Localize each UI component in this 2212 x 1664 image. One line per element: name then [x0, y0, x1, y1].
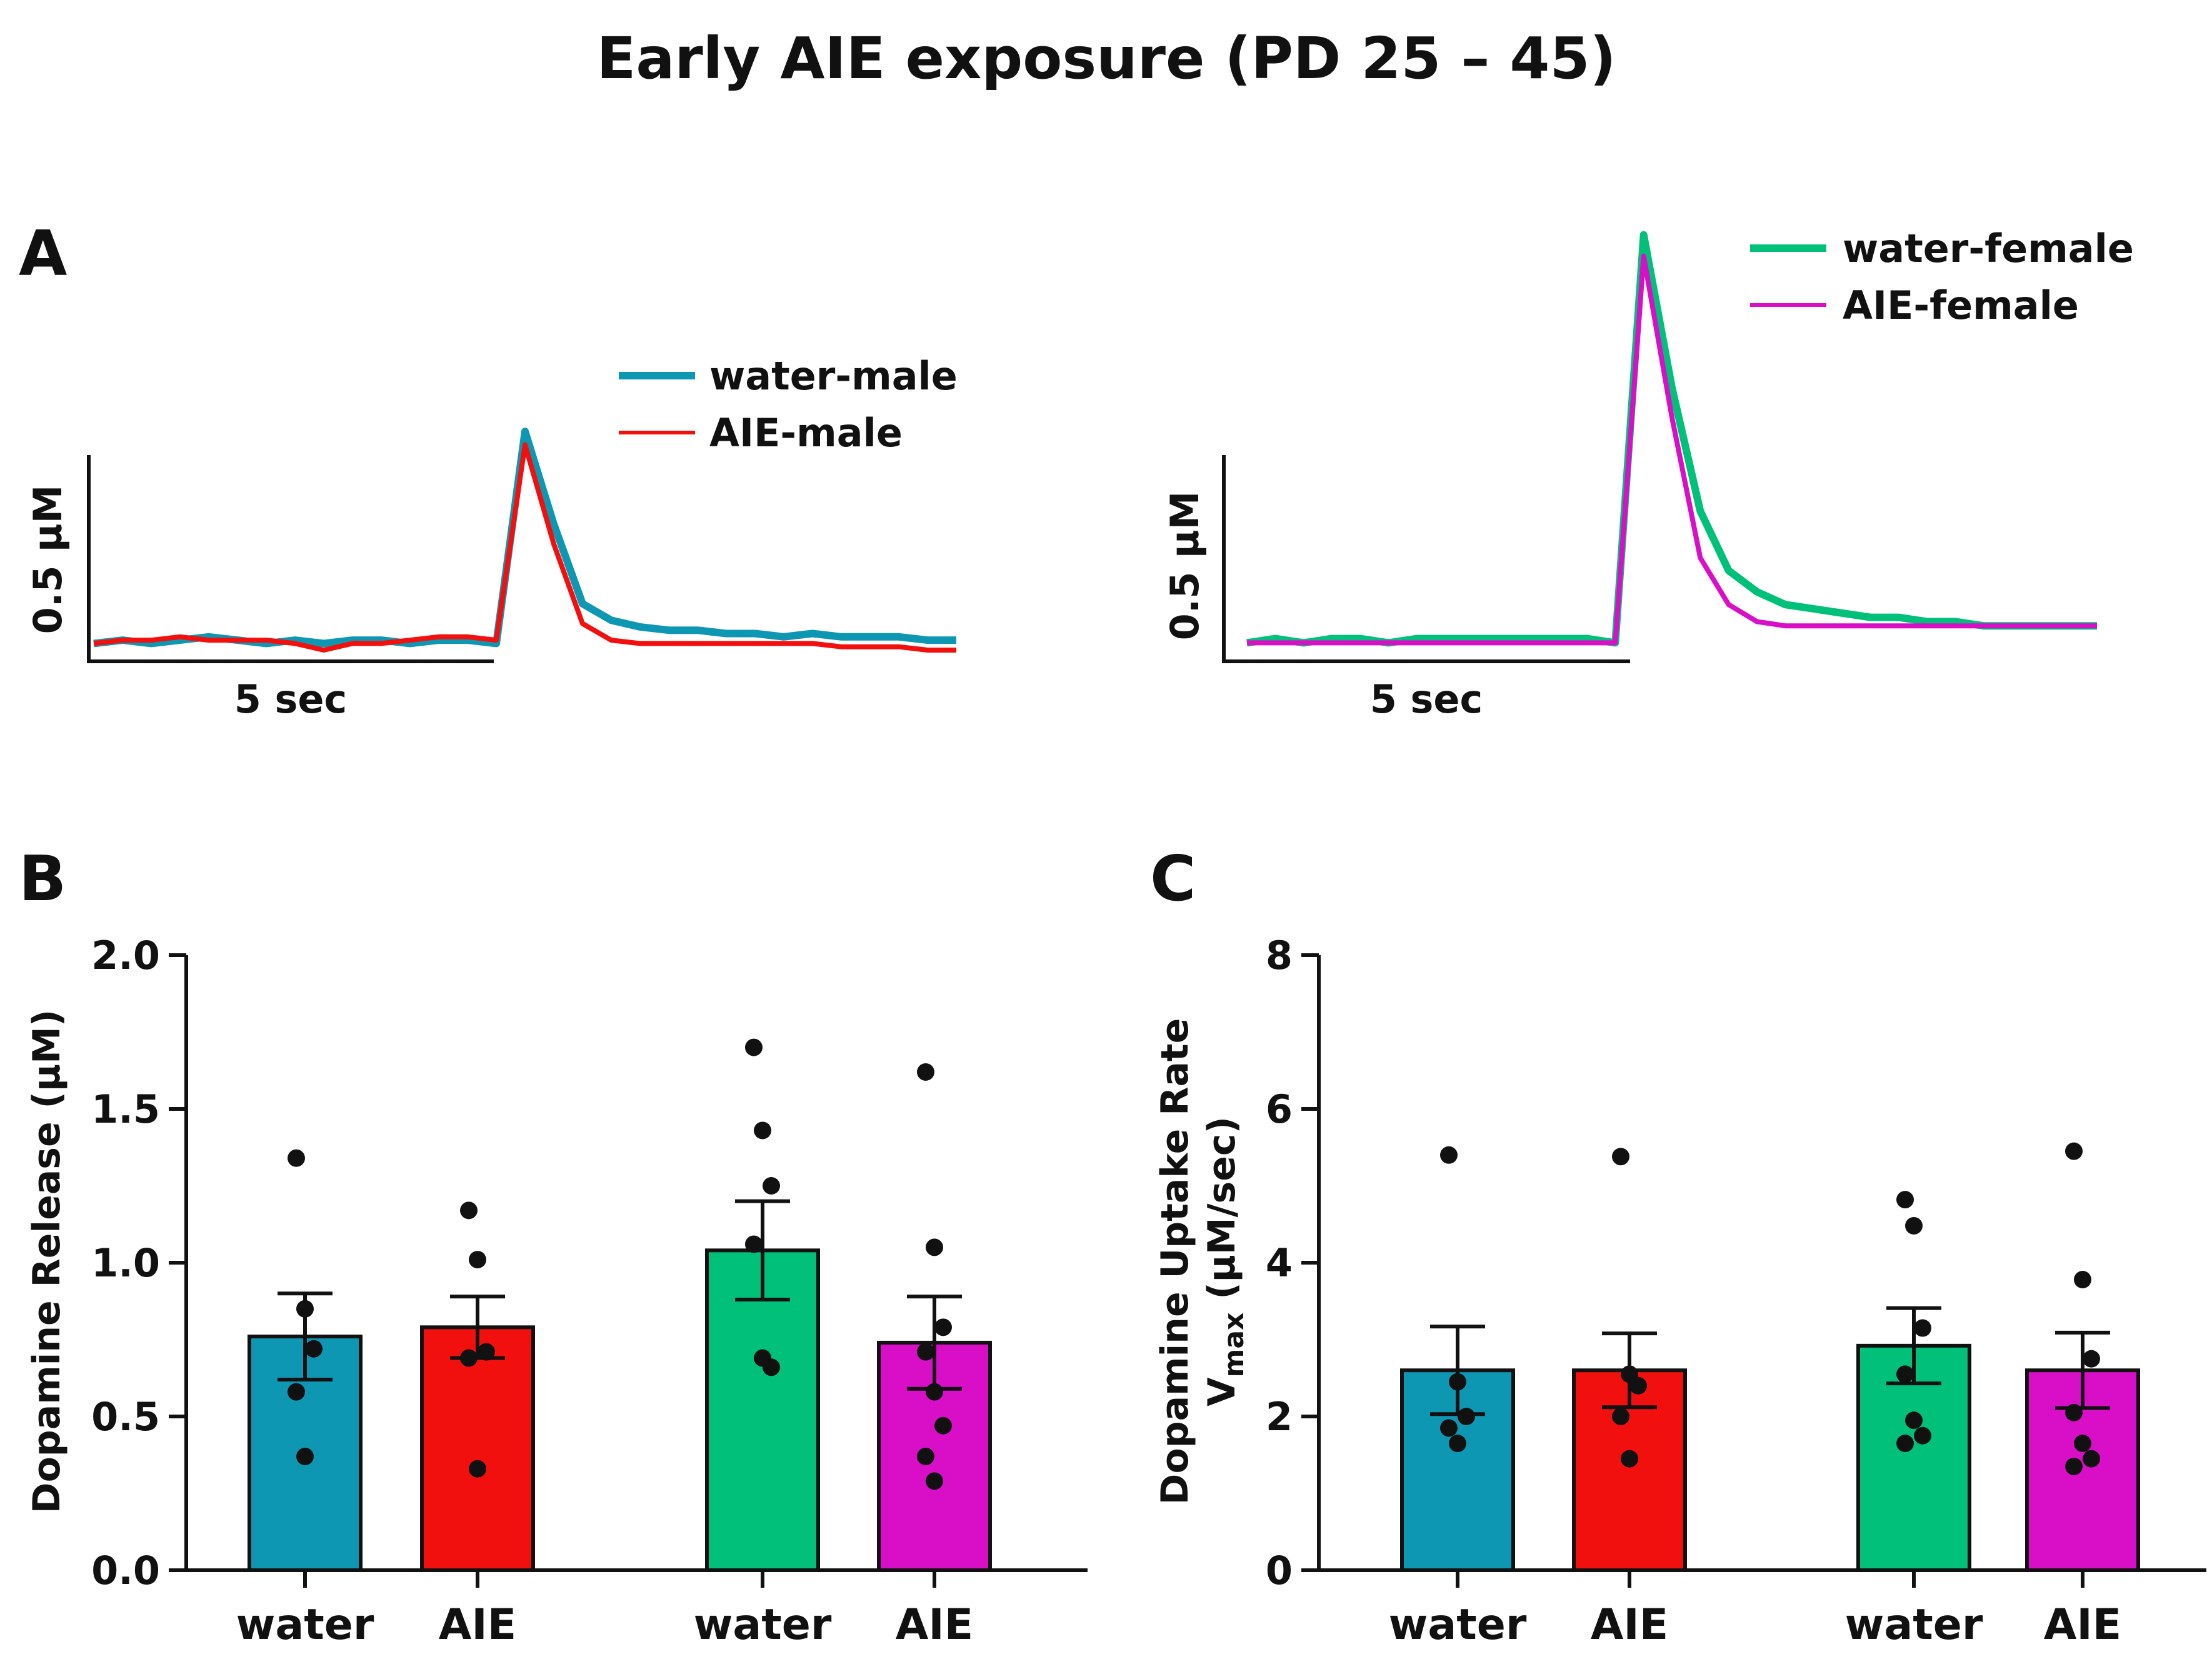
data-point — [1449, 1435, 1466, 1453]
legend-label-water-male: water-male — [709, 353, 958, 399]
data-point — [1914, 1319, 1931, 1337]
data-point — [296, 1447, 314, 1465]
y-tick-label: 0.5 — [91, 1394, 160, 1440]
data-point — [926, 1238, 943, 1256]
data-point — [1914, 1426, 1931, 1445]
data-point — [1629, 1376, 1647, 1395]
panel-c-y-axis-label-line2: Vmax (µM/sec) — [1200, 1116, 1250, 1406]
legend-label-aie-male: AIE-male — [709, 410, 903, 456]
panel-a-label: A — [19, 217, 67, 290]
legend-label-aie-female: AIE-female — [1843, 283, 2079, 328]
bar-female-water — [705, 1248, 820, 1572]
vmax-subscript: max — [1218, 1313, 1250, 1378]
panel-b-chart: Dopamine Release (µM) 0.0 0.5 1.0 1.5 2.0 wat… — [25, 933, 1088, 1650]
data-point — [763, 1177, 780, 1195]
trace-AIE-female — [1247, 253, 2097, 646]
data-point — [1612, 1148, 1629, 1166]
x-category-label: AIE — [1591, 1600, 1668, 1650]
data-point — [2074, 1435, 2091, 1453]
data-point — [2065, 1457, 2083, 1475]
scalebar-y-label: 0.5 µM — [25, 485, 71, 634]
x-category-label: AIE — [896, 1600, 973, 1650]
scalebar-x-label: 5 sec — [234, 676, 347, 722]
data-point — [1440, 1146, 1458, 1164]
data-point — [1896, 1435, 1914, 1453]
y-tick-label: 1.5 — [91, 1086, 160, 1132]
data-point — [469, 1460, 486, 1478]
vmax-symbol: V — [1200, 1377, 1244, 1406]
x-category-label: water — [1389, 1600, 1527, 1650]
data-point — [1896, 1191, 1914, 1209]
data-point — [1896, 1365, 1914, 1383]
panel-a-male-traces: 0.5 µM 5 sec water-male AIE-male — [25, 353, 958, 722]
data-point — [1621, 1450, 1638, 1468]
y-tick-label: 1.0 — [91, 1240, 160, 1286]
trace-AIE-male — [93, 442, 956, 653]
x-category-label: AIE — [2044, 1600, 2121, 1650]
data-point — [745, 1235, 763, 1253]
y-tick-label: 2.0 — [91, 933, 160, 978]
data-point — [2065, 1142, 2083, 1160]
data-point — [917, 1063, 934, 1081]
data-point — [917, 1447, 934, 1465]
x-category-label: water — [694, 1600, 832, 1650]
data-point — [917, 1343, 934, 1361]
legend-label-water-female: water-female — [1843, 226, 2134, 271]
data-point — [754, 1121, 771, 1140]
figure-title: Early AIE exposure (PD 25 – 45) — [596, 25, 1616, 92]
scalebar-x-label-female: 5 sec — [1370, 676, 1483, 722]
scalebar-y-label-female: 0.5 µM — [1162, 491, 1208, 641]
data-point — [2083, 1350, 2100, 1368]
data-point — [469, 1251, 486, 1269]
data-point — [460, 1201, 478, 1220]
x-category-label: water — [236, 1600, 374, 1650]
data-point — [1440, 1419, 1458, 1437]
y-tick-label: 0 — [1266, 1548, 1293, 1593]
trace-water-male — [93, 428, 956, 648]
panel-a-female-traces: 0.5 µM 5 sec water-female AIE-female — [1162, 226, 2134, 722]
data-point — [763, 1358, 780, 1376]
data-point — [2074, 1271, 2091, 1289]
data-point — [926, 1472, 943, 1490]
x-category-label: AIE — [439, 1600, 516, 1650]
data-point — [305, 1340, 323, 1358]
x-category-label: water — [1845, 1600, 1983, 1650]
panel-b-label: B — [19, 842, 66, 915]
panel-b-y-axis-label: Dopamine Release (µM) — [25, 1010, 69, 1513]
y-tick-label: 0.0 — [91, 1548, 160, 1593]
y-tick-label: 4 — [1266, 1240, 1293, 1286]
data-point — [934, 1416, 952, 1435]
data-point — [2083, 1450, 2100, 1468]
y-tick-label: 8 — [1266, 933, 1293, 978]
data-point — [1905, 1411, 1923, 1430]
y-tick-label: 2 — [1266, 1394, 1293, 1440]
data-point — [934, 1318, 952, 1336]
data-point — [288, 1383, 305, 1401]
panel-c-y-axis-label-line1: Dopamine Uptake Rate — [1153, 1018, 1197, 1505]
vmax-units: (µM/sec) — [1200, 1116, 1244, 1312]
data-point — [1458, 1408, 1475, 1425]
panel-c-chart: Dopamine Uptake Rate Vmax (µM/sec) 0 2 4 6 8… — [1153, 933, 2206, 1650]
data-point — [288, 1149, 305, 1167]
y-tick-label: 6 — [1266, 1086, 1293, 1132]
panel-c-label: C — [1150, 842, 1196, 915]
data-point — [1612, 1408, 1629, 1425]
bar-male-AIE — [420, 1325, 535, 1573]
data-point — [745, 1038, 763, 1056]
data-point — [1905, 1216, 1923, 1235]
